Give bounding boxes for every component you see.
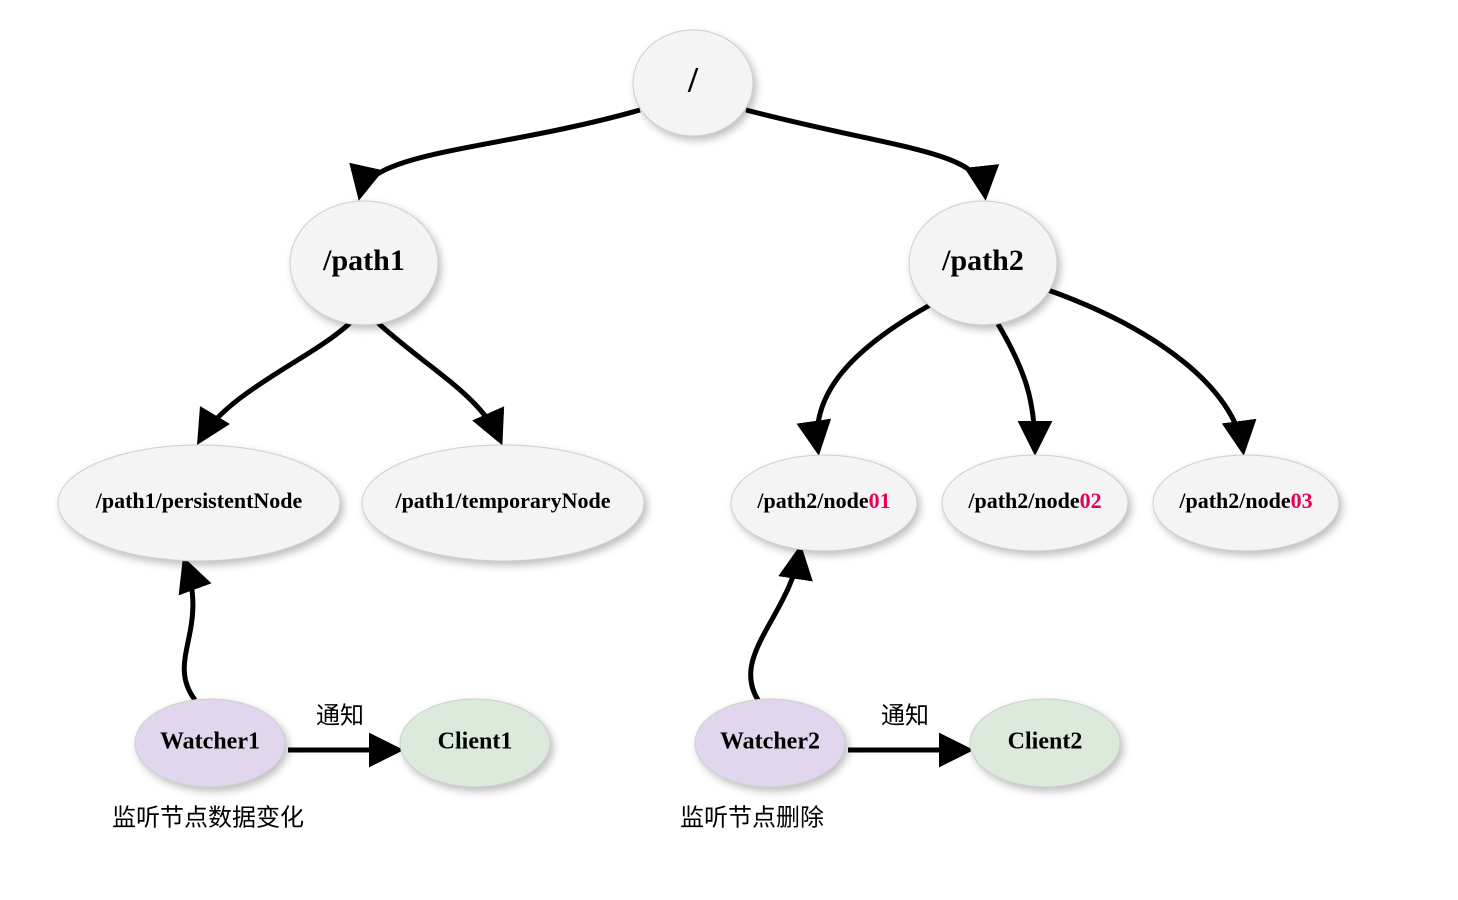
node-w2: Watcher2 xyxy=(695,699,845,787)
edge-p2-n03 xyxy=(1048,290,1243,450)
node-c2: Client2 xyxy=(970,699,1120,787)
node-label-p2n02: /path2/node02 xyxy=(967,488,1101,513)
edge-p2-n02 xyxy=(998,324,1035,450)
node-p2n03: /path2/node03 xyxy=(1153,455,1339,551)
edge-label-w1-c1: 通知 xyxy=(316,703,364,730)
node-c1: Client1 xyxy=(400,699,550,787)
node-label-p1temp: /path1/temporaryNode xyxy=(394,488,610,513)
node-root: / xyxy=(633,30,753,136)
node-label-w1: Watcher1 xyxy=(160,729,260,755)
nodes-layer: / /path1/path2/path1/persistentNode/path1… xyxy=(58,30,1339,787)
node-label-w2: Watcher2 xyxy=(720,729,820,755)
node-path2: /path2 xyxy=(909,201,1057,325)
edge-p1-pers xyxy=(200,323,350,440)
edge-root-p1 xyxy=(360,110,640,195)
node-label-p2n01: /path2/node01 xyxy=(756,488,890,513)
node-label-path2: /path2 xyxy=(941,244,1024,277)
node-label-p1persist: /path1/persistentNode xyxy=(95,488,303,513)
node-p1temp: /path1/temporaryNode xyxy=(362,445,644,561)
node-label-root: / xyxy=(687,59,699,99)
node-path1: /path1 xyxy=(290,201,438,325)
edge-p2-n01 xyxy=(817,305,930,450)
diagram-canvas: / /path1/path2/path1/persistentNode/path1… xyxy=(0,0,1458,900)
edge-w1-up xyxy=(184,562,195,700)
caption-cap1: 监听节点数据变化 xyxy=(112,805,304,832)
node-label-c1: Client1 xyxy=(438,729,513,755)
node-w1: Watcher1 xyxy=(135,699,285,787)
edge-root-p2 xyxy=(746,110,985,195)
node-label-path1: /path1 xyxy=(322,244,405,277)
caption-cap2: 监听节点删除 xyxy=(680,805,824,832)
edge-p1-temp xyxy=(378,323,500,440)
node-label-c2: Client2 xyxy=(1008,729,1083,755)
node-label-p2n03: /path2/node03 xyxy=(1178,488,1312,513)
node-p2n02: /path2/node02 xyxy=(942,455,1128,551)
edge-label-w2-c2: 通知 xyxy=(881,703,929,730)
edge-w2-up xyxy=(751,550,800,700)
node-p1persist: /path1/persistentNode xyxy=(58,445,340,561)
node-p2n01: /path2/node01 xyxy=(731,455,917,551)
